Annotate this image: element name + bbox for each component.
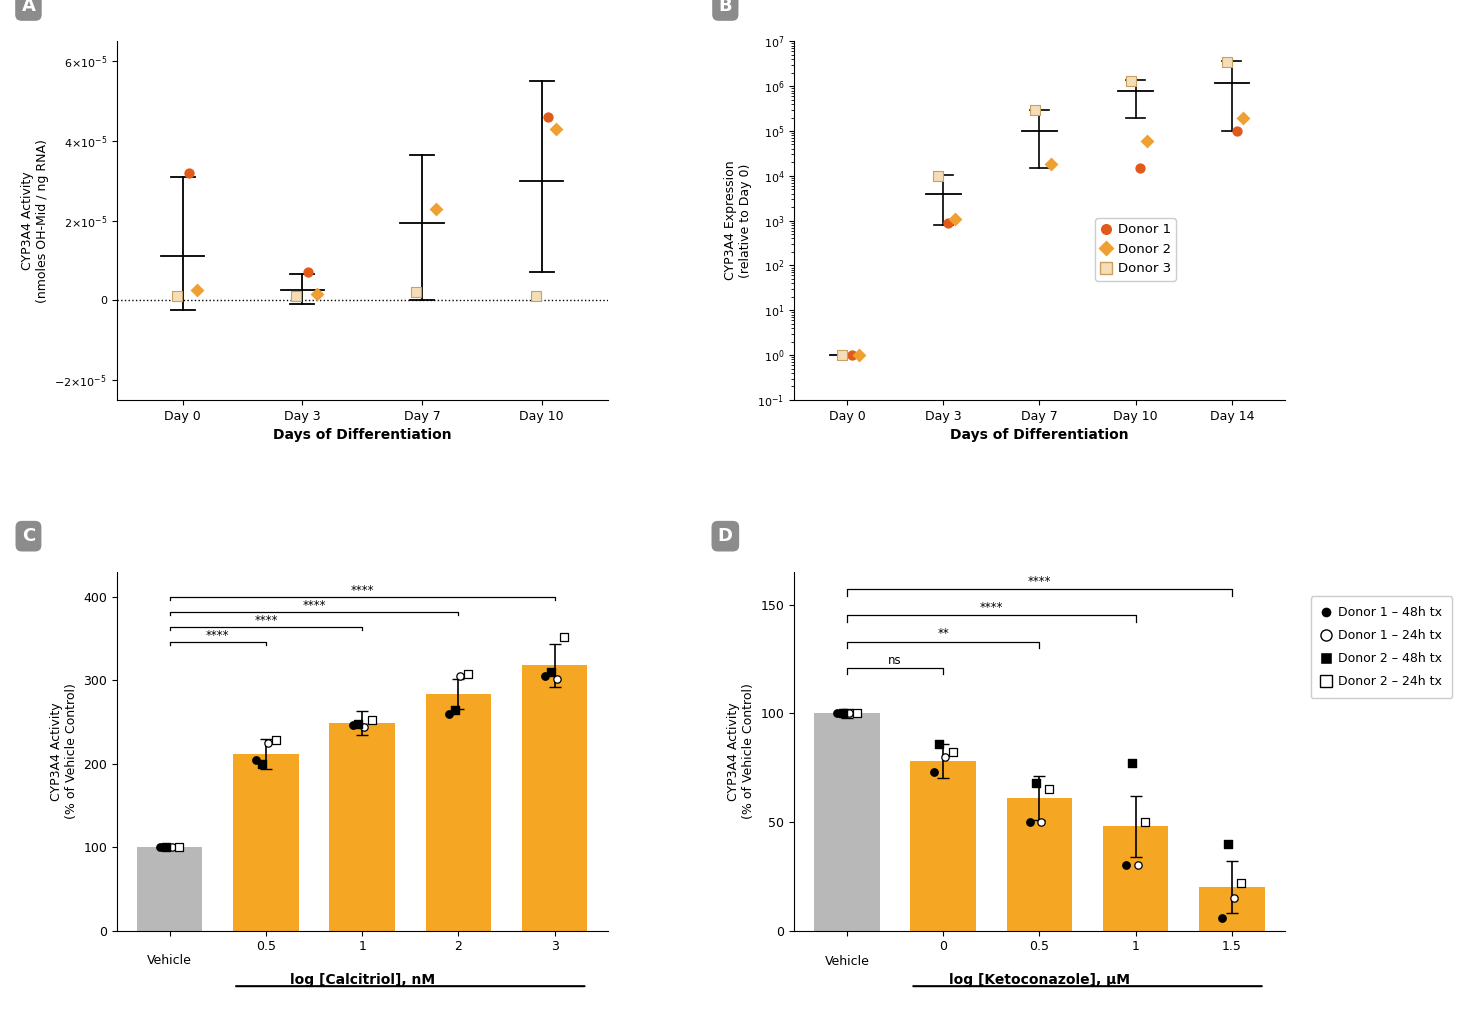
Point xyxy=(251,756,274,772)
Point xyxy=(942,744,965,761)
Point xyxy=(168,839,191,855)
Point xyxy=(545,670,568,687)
Point xyxy=(552,629,575,645)
Point xyxy=(264,732,288,749)
Point xyxy=(921,764,945,781)
X-axis label: log [Ketoconazole], μM: log [Ketoconazole], μM xyxy=(949,973,1130,986)
Point xyxy=(177,164,200,181)
Point xyxy=(425,201,448,217)
Point xyxy=(245,752,269,768)
Bar xyxy=(1102,826,1168,931)
Point xyxy=(847,346,870,363)
Point xyxy=(1126,857,1149,874)
Point xyxy=(845,705,869,722)
Bar xyxy=(1199,887,1264,931)
Text: ****: **** xyxy=(206,629,229,642)
Point xyxy=(1232,110,1256,126)
Point xyxy=(448,668,472,685)
Bar xyxy=(815,713,880,931)
Y-axis label: CYP3A4 Activity
(nmoles OH-Mid / ng RNA): CYP3A4 Activity (nmoles OH-Mid / ng RNA) xyxy=(20,139,48,303)
Point xyxy=(943,211,967,227)
Point xyxy=(1210,909,1234,925)
Point xyxy=(1225,123,1248,140)
Point xyxy=(533,668,556,685)
Text: A: A xyxy=(22,0,35,14)
Legend: Donor 1 – 48h tx, Donor 1 – 24h tx, Donor 2 – 48h tx, Donor 2 – 24h tx: Donor 1 – 48h tx, Donor 1 – 24h tx, Dono… xyxy=(1311,597,1453,698)
Bar xyxy=(137,847,203,931)
X-axis label: Days of Differentiation: Days of Differentiation xyxy=(273,428,451,443)
Bar xyxy=(521,666,587,931)
Point xyxy=(1222,889,1245,906)
Point xyxy=(826,705,850,722)
Point xyxy=(1023,774,1047,791)
Text: C: C xyxy=(22,527,35,545)
Point xyxy=(936,214,959,231)
Point xyxy=(352,719,375,735)
Point xyxy=(831,705,854,722)
Point xyxy=(927,735,950,752)
Point xyxy=(1215,54,1238,70)
Point xyxy=(1133,814,1156,830)
Point xyxy=(155,839,178,855)
Point xyxy=(185,282,209,299)
Point xyxy=(1229,875,1253,891)
Point xyxy=(1040,156,1063,173)
Text: ****: **** xyxy=(350,583,374,597)
Text: Vehicle: Vehicle xyxy=(825,954,869,968)
Point xyxy=(539,664,562,680)
Bar xyxy=(330,723,394,931)
Bar xyxy=(911,761,975,931)
Point xyxy=(296,264,320,280)
Y-axis label: CYP3A4 Expression
(relative to Day 0): CYP3A4 Expression (relative to Day 0) xyxy=(724,161,752,280)
Text: ****: **** xyxy=(254,613,277,627)
Point xyxy=(437,705,460,722)
Text: **: ** xyxy=(937,628,949,640)
Point xyxy=(165,287,188,304)
Point xyxy=(839,346,863,363)
Point xyxy=(933,749,956,765)
Y-axis label: CYP3A4 Activity
(% of Vehicle Control): CYP3A4 Activity (% of Vehicle Control) xyxy=(50,683,77,819)
Point xyxy=(1018,814,1041,830)
Point xyxy=(1136,132,1159,149)
Point xyxy=(285,288,308,305)
Point xyxy=(545,121,568,138)
X-axis label: log [Calcitriol], nM: log [Calcitriol], nM xyxy=(289,973,435,986)
Text: B: B xyxy=(718,0,731,14)
Point xyxy=(536,109,559,125)
Bar xyxy=(1007,798,1072,931)
Bar xyxy=(234,754,299,931)
Point xyxy=(1023,101,1047,118)
Point xyxy=(1129,159,1152,176)
Text: ****: **** xyxy=(302,599,326,612)
Point xyxy=(305,286,328,303)
Point xyxy=(1120,72,1143,89)
Point xyxy=(340,717,364,733)
Point xyxy=(524,287,548,304)
Point xyxy=(404,284,428,301)
Point xyxy=(837,705,860,722)
Bar xyxy=(426,694,491,931)
Point xyxy=(927,168,950,184)
Point xyxy=(255,735,279,752)
X-axis label: Days of Differentiation: Days of Differentiation xyxy=(950,428,1129,443)
Point xyxy=(346,716,369,732)
Point xyxy=(161,839,184,855)
Point xyxy=(1038,781,1061,797)
Point xyxy=(457,666,480,682)
Text: D: D xyxy=(718,527,733,545)
Point xyxy=(1029,814,1053,830)
Text: ****: **** xyxy=(980,602,1003,614)
Point xyxy=(149,839,172,855)
Text: Vehicle: Vehicle xyxy=(147,954,193,967)
Y-axis label: CYP3A4 Activity
(% of Vehicle Control): CYP3A4 Activity (% of Vehicle Control) xyxy=(727,683,755,819)
Point xyxy=(442,701,466,718)
Point xyxy=(1114,857,1137,874)
Point xyxy=(361,711,384,728)
Point xyxy=(831,346,854,363)
Point xyxy=(1120,755,1143,771)
Text: ****: **** xyxy=(1028,575,1051,588)
Legend: Donor 1, Donor 2, Donor 3: Donor 1, Donor 2, Donor 3 xyxy=(1095,218,1175,280)
Text: ns: ns xyxy=(888,653,902,667)
Point xyxy=(1216,835,1240,852)
